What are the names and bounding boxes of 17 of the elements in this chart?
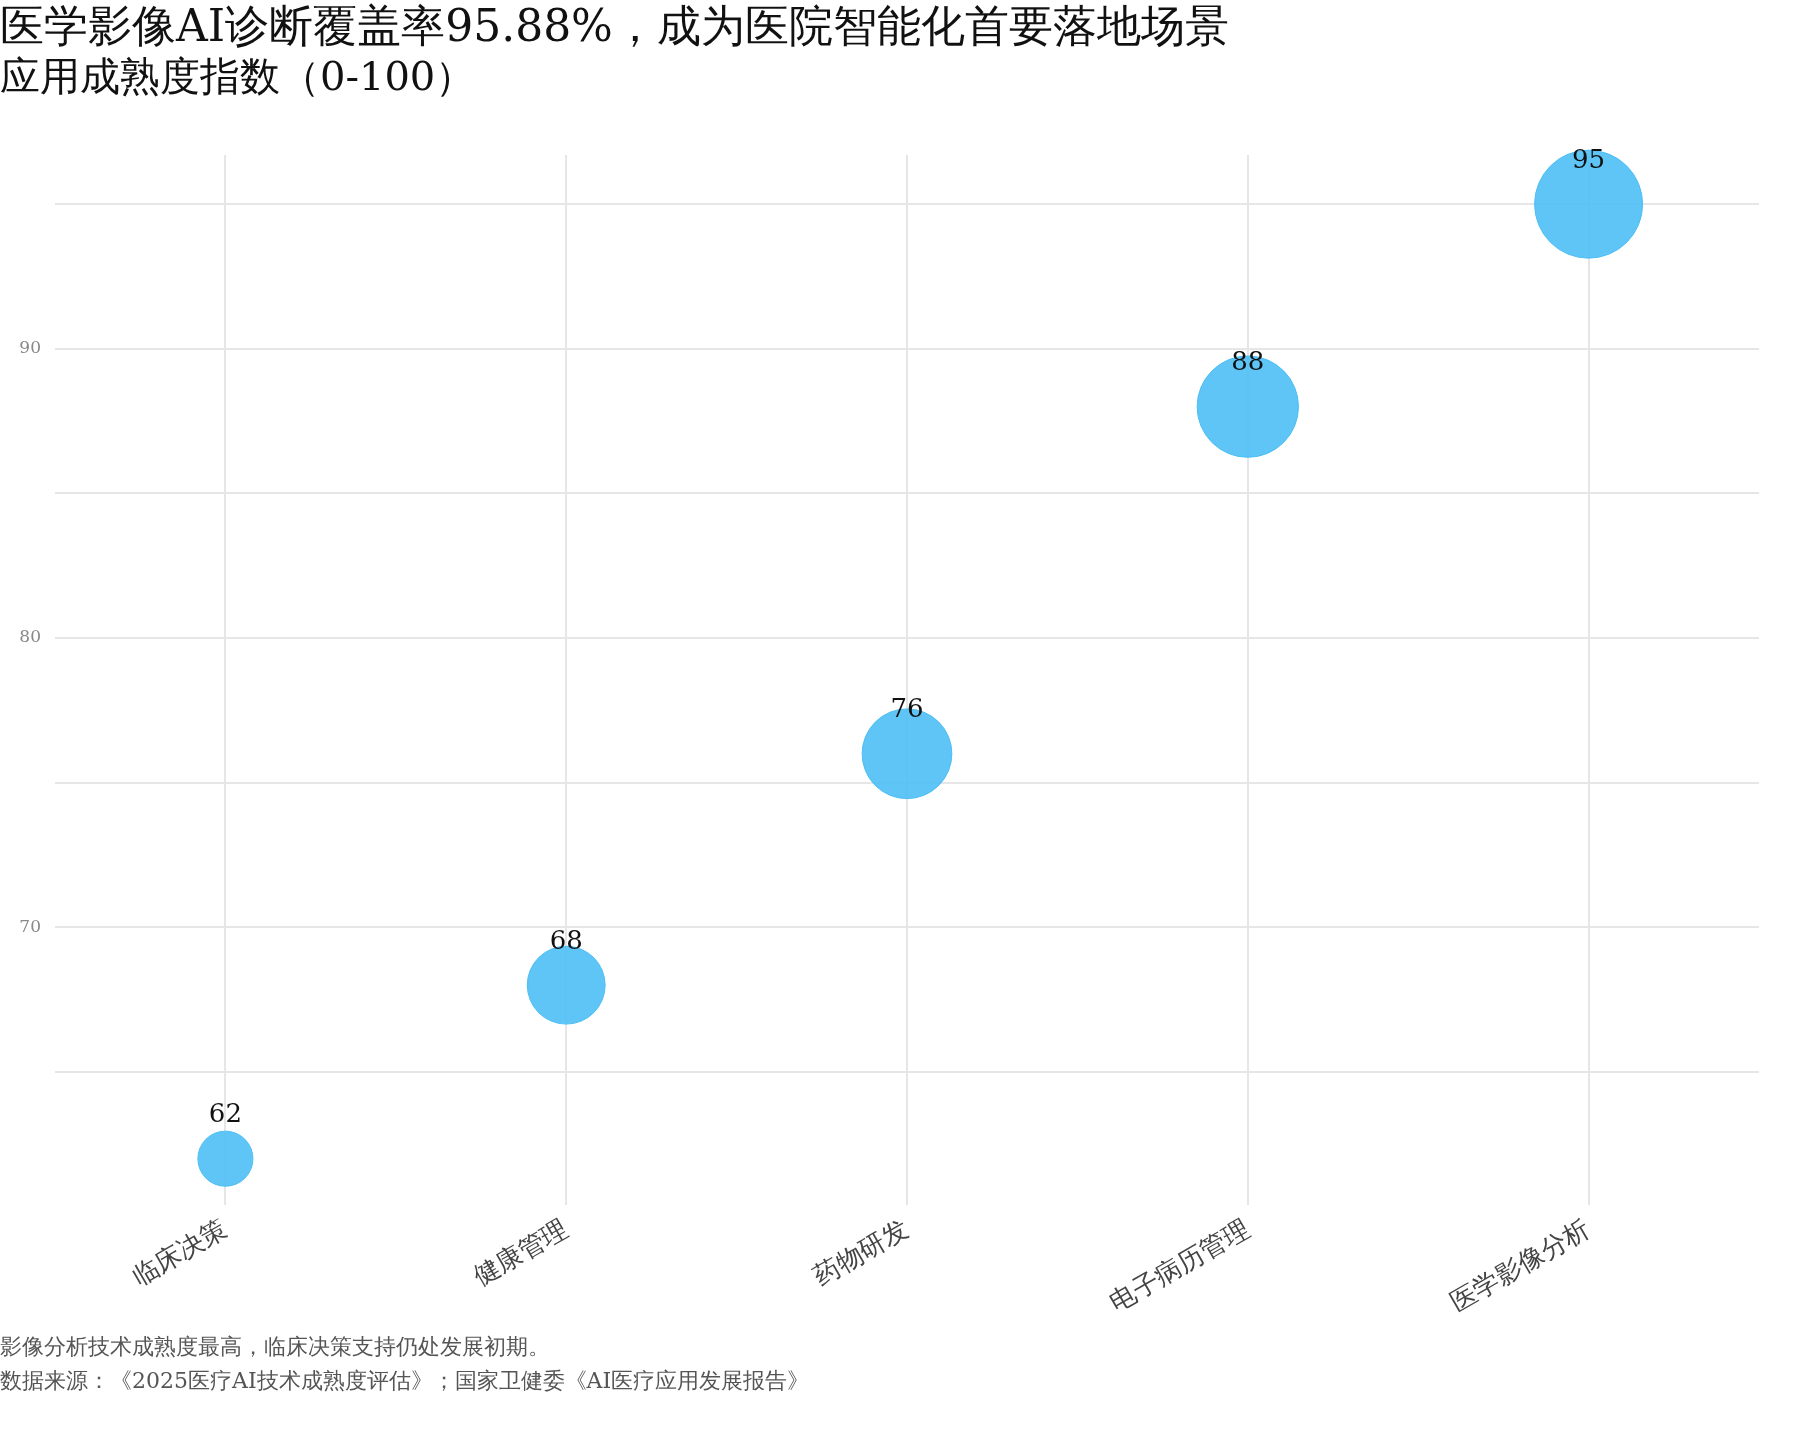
- data-label: 68: [549, 924, 583, 955]
- data-label: 76: [890, 693, 924, 724]
- chart-subtitle: 应用成熟度指数（0-100）: [0, 52, 477, 100]
- data-label: 95: [1572, 143, 1606, 174]
- y-tick-label: 70: [19, 915, 41, 936]
- text: 影像分析技术成熟度最高，临床决策支持仍处发展初期。: [0, 1333, 551, 1361]
- y-tick-label: 80: [19, 626, 41, 647]
- data-label: 62: [208, 1098, 242, 1129]
- chart-title: 医学影像AI诊断覆盖率95.88%，成为医院智能化首要落地场景: [0, 0, 1230, 52]
- data-label: 88: [1231, 346, 1265, 377]
- x-tick-label: 药物研发: [808, 1213, 914, 1292]
- x-tick-label: 健康管理: [467, 1213, 573, 1292]
- source-note: 数据来源：《2025医疗AI技术成熟度评估》；国家卫健委《AI医疗应用发展报告》: [0, 1367, 811, 1395]
- x-tick-label: 临床决策: [126, 1213, 232, 1292]
- x-tick-label: 医学影像分析: [1444, 1213, 1595, 1318]
- x-tick-label: 电子病历管理: [1104, 1213, 1255, 1318]
- y-tick-label: 90: [19, 337, 41, 358]
